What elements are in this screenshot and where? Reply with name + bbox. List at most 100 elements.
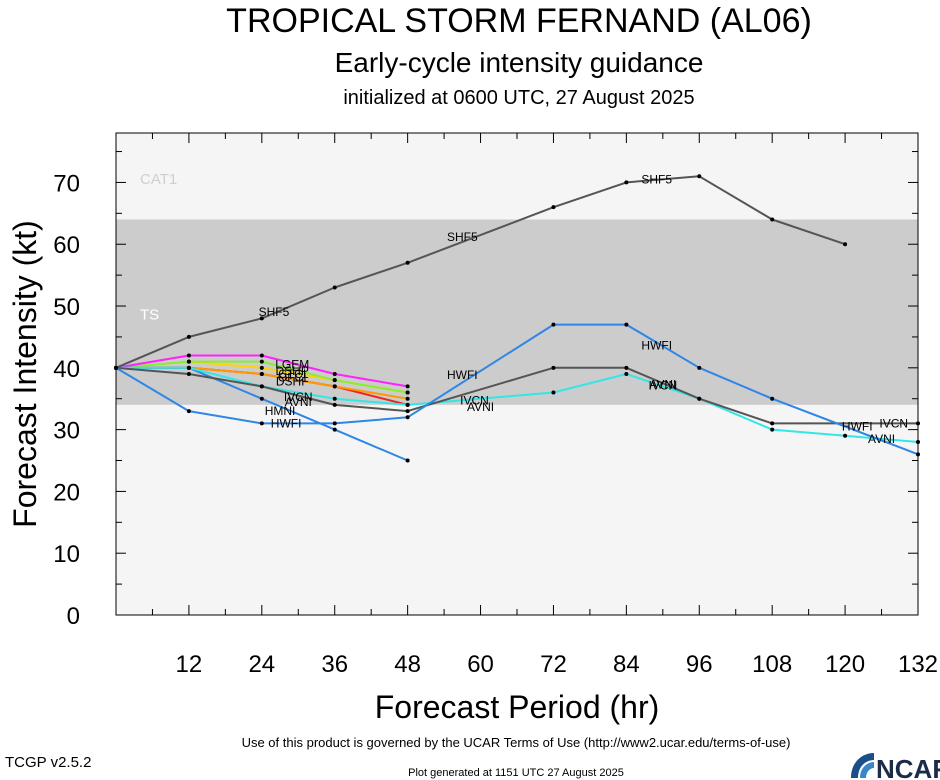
y-tick-label: 20: [53, 479, 80, 506]
series-label: SHF5: [641, 172, 672, 186]
data-point-ivcn: [916, 421, 920, 426]
y-tick-label: 0: [67, 603, 80, 630]
x-tick-label: 120: [825, 651, 865, 678]
x-tick-label: 108: [752, 651, 792, 678]
data-point-ctci: [186, 359, 191, 364]
x-tick-label: 84: [613, 651, 640, 678]
intensity-band: [116, 133, 918, 220]
data-point-shf5: [551, 205, 556, 210]
data-point-lgem: [332, 372, 337, 376]
data-point-ivcn: [551, 365, 556, 370]
y-tick-label: 40: [53, 356, 80, 383]
band-label: TS: [140, 307, 159, 324]
data-point-lgem: [186, 353, 191, 358]
data-point-ctci: [405, 390, 410, 395]
data-point-dshf: [405, 402, 410, 407]
data-point-avni: [843, 433, 848, 438]
data-point-ivcn: [770, 421, 775, 426]
data-point-hwfi: [916, 452, 920, 457]
series-label: AVNI: [467, 400, 494, 414]
y-tick-label: 30: [53, 418, 80, 445]
data-point-shf5: [186, 334, 191, 339]
data-point-ctci: [259, 365, 264, 370]
series-label: DSHF: [276, 374, 309, 388]
data-point-ctci: [332, 378, 337, 383]
data-point-ivcn: [624, 365, 629, 370]
series-label: HMNI: [265, 404, 296, 418]
data-point-dshf: [332, 384, 337, 389]
x-tick-label: 96: [686, 651, 713, 678]
series-label: HWFI: [447, 368, 478, 382]
data-point-shf5: [405, 260, 410, 265]
series-label: SHF5: [259, 305, 290, 319]
series-label: CTCI: [278, 367, 306, 381]
x-tick-label: 36: [321, 651, 348, 678]
plot-area: CAT1 TS 0 10 20 30 40 50 60 70 12 24 36 48 60 72 84 96 108…: [53, 132, 938, 678]
data-point-avni: [916, 439, 920, 444]
y-tick-label: 60: [53, 232, 80, 259]
data-point-ofci: [405, 396, 410, 401]
data-point-avni: [624, 372, 629, 376]
series-label: AVNI: [285, 395, 312, 409]
data-point-hwfi: [259, 421, 264, 426]
data-point-hwfi: [551, 322, 556, 327]
y-tick-label: 70: [53, 170, 80, 197]
x-tick-label: 12: [176, 651, 203, 678]
data-point-hmni: [405, 458, 410, 463]
series-label: HWFI: [641, 339, 672, 353]
series-label: AVNI: [649, 378, 676, 392]
series-label: HWFI: [842, 420, 873, 434]
terms-of-use: Use of this product is governed by the U…: [242, 735, 791, 750]
series-label: SHF5: [447, 230, 478, 244]
initialized-line: initialized at 0600 UTC, 27 August 2025: [343, 87, 694, 109]
data-point-shf5: [259, 316, 264, 321]
series-line-ivcn: [115, 366, 918, 425]
x-tick-label: 48: [394, 651, 421, 678]
intensity-band: [116, 219, 918, 405]
intensity-band: [116, 404, 918, 615]
data-point-avni: [551, 390, 556, 395]
series-label: IVCN: [460, 394, 489, 408]
data-point-ivcn: [405, 409, 410, 414]
series-label: DSHP: [276, 364, 309, 378]
logo-swoosh-icon: [851, 753, 874, 778]
data-point-ivcn: [186, 372, 191, 376]
data-point-dshp: [259, 359, 264, 364]
data-point-avni: [259, 384, 264, 389]
series-label: HWFI: [271, 416, 302, 430]
data-point-hwfi: [770, 396, 775, 401]
series-line-hwfi: [115, 323, 919, 456]
x-tick-label: 60: [467, 651, 494, 678]
x-axis-label: Forecast Period (hr): [375, 689, 660, 725]
data-point-avni: [332, 396, 337, 401]
band-label: CAT1: [140, 171, 177, 188]
data-point-hwfi: [186, 409, 191, 414]
data-point-hmni: [259, 396, 264, 401]
data-point-hwfi: [332, 421, 337, 426]
data-point-dshf: [114, 365, 118, 370]
data-point-avni: [697, 396, 702, 401]
data-point-shf5: [843, 242, 848, 247]
data-point-hwfi: [405, 415, 410, 420]
series-label: AVNI: [868, 432, 895, 446]
logo-text: NCAR: [876, 754, 940, 780]
generated-time: Plot generated at 1151 UTC 27 August 202…: [408, 767, 624, 779]
data-point-shf5: [332, 285, 337, 290]
y-tick-label: 10: [53, 541, 80, 568]
data-point-lgem: [405, 384, 410, 389]
x-tick-label: 72: [540, 651, 567, 678]
ncar-logo: NCAR: [851, 753, 940, 780]
y-axis-label: Forecast Intensity (kt): [7, 220, 43, 528]
data-point-hwfi: [697, 365, 702, 370]
series-label: OFCI: [278, 371, 307, 385]
data-point-shf5: [697, 174, 702, 179]
series-label: IVCN: [284, 390, 313, 404]
data-point-hmni: [332, 427, 337, 432]
data-point-hwfi: [624, 322, 629, 327]
version-label: TCGP v2.5.2: [5, 754, 91, 771]
data-point-dshf: [186, 365, 191, 370]
chart-title: TROPICAL STORM FERNAND (AL06): [226, 2, 812, 40]
data-point-avni: [770, 427, 775, 432]
x-tick-label: 24: [248, 651, 275, 678]
